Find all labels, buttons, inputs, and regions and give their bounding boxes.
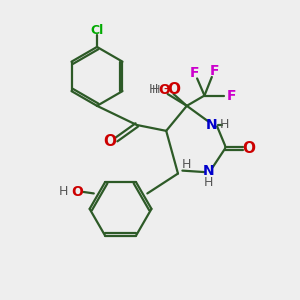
Text: O: O [71, 185, 83, 199]
Text: O: O [243, 141, 256, 156]
Text: F: F [210, 64, 220, 78]
Text: H: H [59, 185, 68, 199]
Text: N: N [206, 118, 218, 132]
Text: O: O [158, 82, 170, 97]
Text: O: O [167, 82, 180, 97]
Text: -: - [163, 82, 168, 97]
Text: H: H [149, 83, 158, 96]
Text: H: H [220, 118, 229, 131]
Text: Cl: Cl [90, 24, 104, 37]
Text: F: F [189, 66, 199, 80]
Text: H: H [204, 176, 214, 189]
Text: O: O [103, 134, 116, 149]
Text: F: F [227, 88, 236, 103]
Text: N: N [203, 164, 215, 178]
Text: H: H [182, 158, 191, 171]
Text: H: H [152, 85, 160, 94]
